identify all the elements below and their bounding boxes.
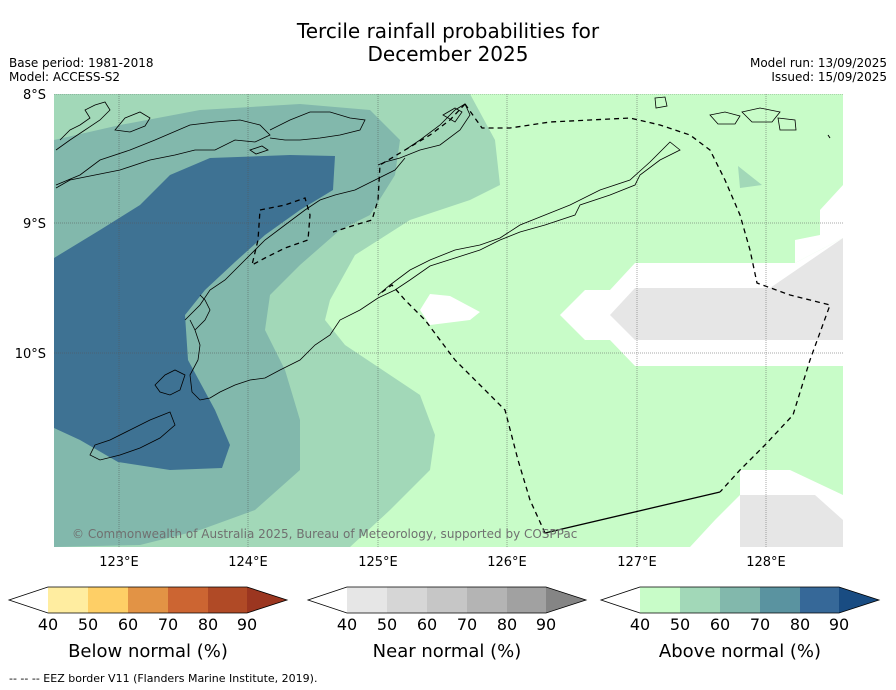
cbar1-seg-5 bbox=[507, 587, 546, 613]
cbar1-seg-2 bbox=[387, 587, 427, 613]
cbar0-seg-2 bbox=[88, 587, 128, 613]
cbar1-seg-1 bbox=[347, 587, 387, 613]
cbar1-high-extend bbox=[546, 587, 586, 613]
lon-label-127e: 127°E bbox=[617, 555, 657, 570]
cbar1-tick-90: 90 bbox=[536, 615, 556, 634]
above-70-80-core bbox=[54, 155, 335, 470]
cbar2-tick-40: 40 bbox=[630, 615, 650, 634]
footnote: -- -- -- EEZ border V11 (Flanders Marine… bbox=[9, 672, 318, 685]
eez-borders bbox=[251, 103, 831, 534]
cbar1-tick-80: 80 bbox=[497, 615, 517, 634]
cbar1-seg-4 bbox=[467, 587, 507, 613]
cbar2-tick-60: 60 bbox=[710, 615, 730, 634]
model-text: Model: ACCESS-S2 bbox=[9, 70, 121, 84]
cbar1-tick-60: 60 bbox=[417, 615, 437, 634]
cbar0-low-extend bbox=[9, 587, 48, 613]
colorbar-near-normal: 40 50 60 70 80 90 Near normal (%) bbox=[306, 586, 588, 662]
cbar0-tick-60: 60 bbox=[118, 615, 138, 634]
meta-left: Base period: 1981-2018 Model: ACCESS-S2 bbox=[9, 56, 154, 84]
cbar1-tick-40: 40 bbox=[337, 615, 357, 634]
cbar1-label: Near normal (%) bbox=[373, 641, 522, 662]
cbar0-seg-4 bbox=[168, 587, 208, 613]
near-normal-region-east bbox=[610, 238, 843, 340]
cbar2-seg-5 bbox=[800, 587, 839, 613]
colorbar-above-normal: 40 50 60 70 80 90 Above normal (%) bbox=[599, 586, 881, 662]
small-green-patch bbox=[738, 166, 762, 188]
cbar0-tick-40: 40 bbox=[38, 615, 58, 634]
cbar0-label: Below normal (%) bbox=[68, 641, 228, 662]
title-line-1: Tercile rainfall probabilities for bbox=[296, 19, 600, 43]
cbar0-seg-5 bbox=[208, 587, 247, 613]
cbar1-tick-70: 70 bbox=[457, 615, 477, 634]
lon-label-123e: 123°E bbox=[99, 555, 139, 570]
map-title: Tercile rainfall probabilities for Decem… bbox=[0, 20, 896, 66]
cbar2-tick-70: 70 bbox=[750, 615, 770, 634]
cbar1-tick-50: 50 bbox=[377, 615, 397, 634]
copyright-text: © Commonwealth of Australia 2025, Bureau… bbox=[72, 527, 577, 541]
lon-label-124e: 124°E bbox=[228, 555, 268, 570]
cbar2-low-extend bbox=[601, 587, 640, 613]
title-line-2: December 2025 bbox=[367, 42, 529, 66]
cbar2-high-extend bbox=[839, 587, 879, 613]
meta-right: Model run: 13/09/2025 Issued: 15/09/2025 bbox=[750, 56, 887, 84]
gridlines bbox=[54, 94, 843, 547]
cbar1-low-extend bbox=[308, 587, 347, 613]
cbar0-seg-1 bbox=[48, 587, 88, 613]
cbar2-seg-1 bbox=[640, 587, 680, 613]
base-period-text: Base period: 1981-2018 bbox=[9, 56, 154, 70]
cbar2-seg-2 bbox=[680, 587, 720, 613]
colorbar-below-normal: 40 50 60 70 80 90 Below normal (%) bbox=[7, 586, 289, 662]
lon-label-125e: 125°E bbox=[358, 555, 398, 570]
cbar0-tick-80: 80 bbox=[198, 615, 218, 634]
lat-label-10s: 10°S bbox=[15, 347, 46, 362]
probability-field bbox=[54, 94, 843, 547]
cbar2-seg-3 bbox=[720, 587, 760, 613]
lon-label-126e: 126°E bbox=[487, 555, 527, 570]
lon-label-128e: 128°E bbox=[746, 555, 786, 570]
cbar0-tick-90: 90 bbox=[237, 615, 257, 634]
issued-text: Issued: 15/09/2025 bbox=[771, 70, 887, 84]
cbar2-seg-4 bbox=[760, 587, 800, 613]
cbar2-label: Above normal (%) bbox=[659, 641, 821, 662]
cbar2-tick-80: 80 bbox=[790, 615, 810, 634]
white-region-northeast bbox=[795, 185, 843, 263]
cbar0-seg-3 bbox=[128, 587, 168, 613]
lat-label-8s: 8°S bbox=[23, 88, 46, 103]
cbar1-seg-3 bbox=[427, 587, 467, 613]
model-run-text: Model run: 13/09/2025 bbox=[749, 56, 887, 70]
lat-label-9s: 9°S bbox=[23, 217, 46, 232]
cbar2-tick-50: 50 bbox=[670, 615, 690, 634]
cbar2-tick-90: 90 bbox=[829, 615, 849, 634]
cbar0-high-extend bbox=[247, 587, 287, 613]
white-patch-center bbox=[420, 294, 480, 325]
cbar0-tick-70: 70 bbox=[158, 615, 178, 634]
cbar0-tick-50: 50 bbox=[78, 615, 98, 634]
